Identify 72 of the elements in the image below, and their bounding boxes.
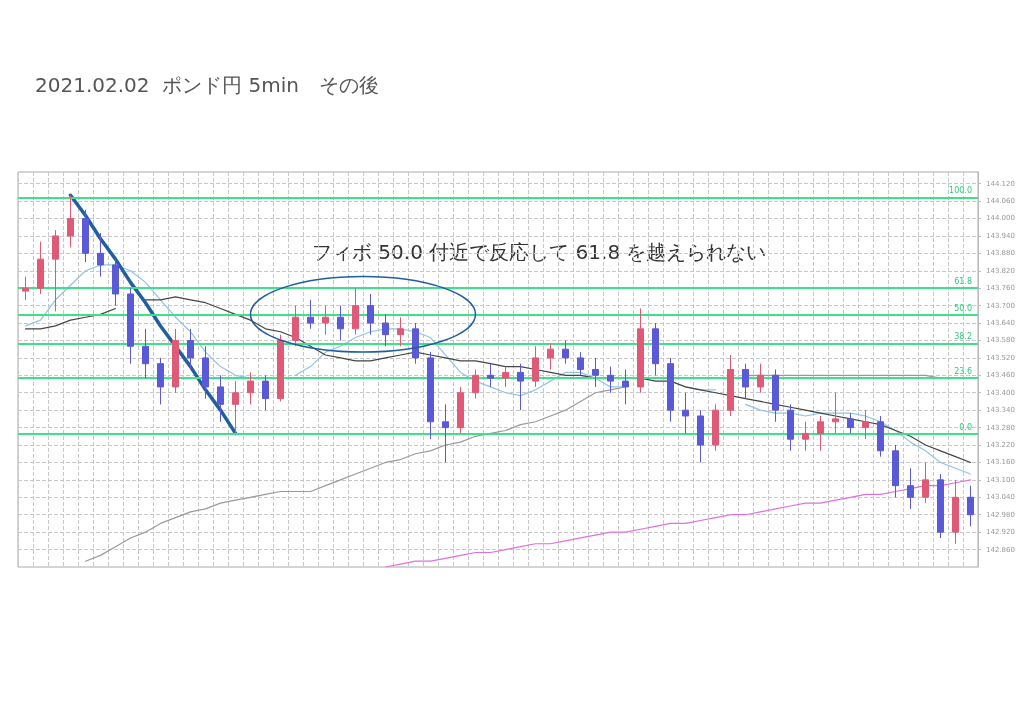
- line-series: [384, 479, 972, 568]
- candlestick: [82, 209, 89, 263]
- candlestick: [202, 345, 209, 400]
- candlestick: [97, 232, 104, 278]
- candlestick: [427, 351, 434, 440]
- candlestick: [817, 415, 824, 452]
- candlestick: [247, 371, 254, 405]
- candlestick: [337, 305, 344, 341]
- candlestick: [442, 403, 449, 463]
- candlestick: [127, 287, 134, 365]
- candlestick: [937, 473, 944, 539]
- candlestick: [862, 409, 869, 440]
- candlestick: [457, 386, 464, 434]
- candlestick: [742, 363, 749, 400]
- candlestick: [637, 308, 644, 394]
- candlestick: [352, 287, 359, 336]
- candlestick: [187, 328, 194, 370]
- candlestick: [112, 258, 119, 307]
- candlestick: [52, 229, 59, 312]
- candlestick: [682, 392, 689, 434]
- annotation: 38.2: [954, 332, 972, 342]
- candlestick: [517, 363, 524, 411]
- candlestick: [142, 328, 149, 379]
- candlestick: [277, 334, 284, 402]
- candlestick: [802, 421, 809, 452]
- candlestick: [487, 363, 494, 388]
- candlestick: [472, 369, 479, 400]
- candlestick: [22, 276, 29, 301]
- candlestick: [622, 369, 629, 405]
- candlestick: [697, 409, 704, 463]
- candlestick: [172, 328, 179, 394]
- candlestick: [667, 357, 674, 423]
- candlestick: [262, 374, 269, 411]
- candlestick: [307, 299, 314, 330]
- candlestick: [412, 322, 419, 365]
- candlestick: [232, 380, 239, 434]
- annotation: 0.0: [959, 422, 973, 432]
- candlestick: [952, 479, 959, 545]
- candlestick: [367, 293, 374, 336]
- candlestick: [547, 342, 554, 370]
- candlestick: [787, 403, 794, 452]
- candlestick: [712, 403, 719, 452]
- annotation: 61.8: [954, 276, 972, 286]
- candlestick: [847, 412, 854, 434]
- candlestick: [907, 467, 914, 510]
- chart-title: 2021.02.02 ポンド円 5min その後: [35, 73, 380, 97]
- candlestick: [292, 305, 299, 347]
- candlestick: [877, 415, 884, 458]
- candlestick: [892, 444, 899, 498]
- annotation: 50.0: [954, 304, 972, 314]
- candlestick: [832, 392, 839, 434]
- candlestick: [607, 366, 614, 394]
- candlestick: [757, 363, 764, 394]
- candlestick: [772, 369, 779, 423]
- candlestick: [397, 316, 404, 347]
- candlestick: [67, 194, 74, 249]
- annotation: 100.0: [949, 186, 972, 196]
- candlestick: [37, 241, 44, 295]
- candlestick: [562, 339, 569, 365]
- candlestick: [502, 366, 509, 388]
- candlestick: [217, 374, 224, 423]
- candlestick: [322, 305, 329, 336]
- candlestick: [157, 357, 164, 405]
- candlestick: [727, 354, 734, 417]
- candlestick: [967, 485, 974, 527]
- candlestick: [577, 351, 584, 376]
- candlestick: [382, 313, 389, 347]
- candlestick: [922, 461, 929, 504]
- annotation: 23.6: [954, 366, 972, 376]
- candlestick: [652, 322, 659, 376]
- candlestick: [532, 345, 539, 388]
- candlestick: [592, 357, 599, 388]
